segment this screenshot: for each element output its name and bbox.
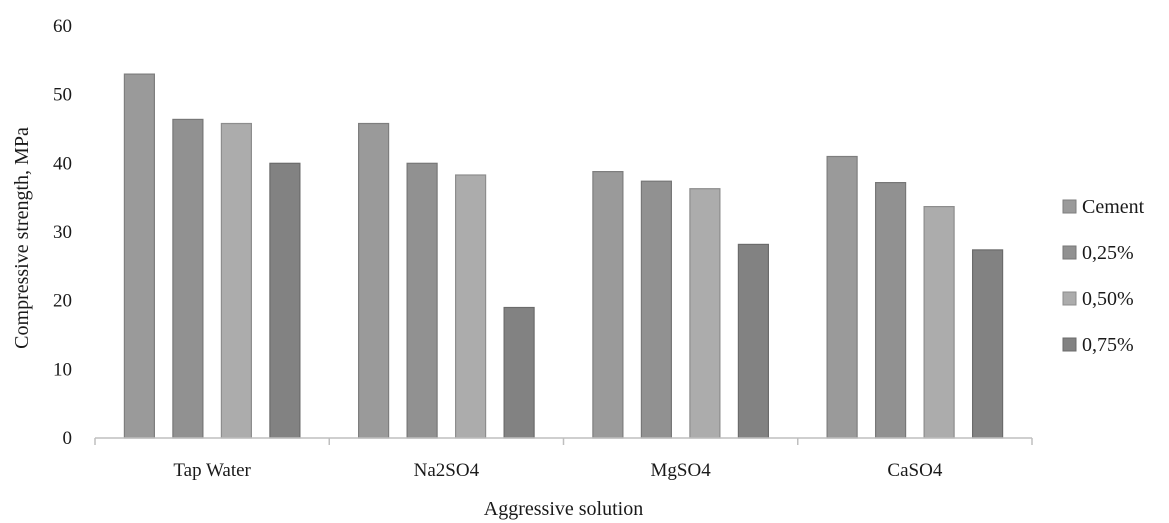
legend-label: 0,50%	[1082, 288, 1134, 310]
y-tick-label: 30	[53, 222, 72, 243]
x-tick-label: Na2SO4	[414, 460, 480, 481]
legend-swatch	[1062, 199, 1077, 214]
bar	[640, 180, 673, 439]
x-axis-ticks: Tap Water Na2SO4 MgSO4 CaSO4	[94, 438, 1033, 481]
bar	[503, 306, 535, 439]
bar	[826, 155, 858, 439]
legend-swatch	[1062, 291, 1077, 306]
bar	[592, 171, 624, 439]
bar	[358, 122, 390, 439]
bar	[971, 249, 1004, 439]
legend: Cement 0,25% 0,50% 0,75%	[1062, 196, 1145, 356]
bar	[123, 73, 156, 439]
legend-label: Cement	[1082, 196, 1145, 218]
legend-label: 0,25%	[1082, 242, 1134, 264]
y-axis-ticks: 0 10 20 30 40 50 60	[53, 16, 72, 449]
x-tick-label: Tap Water	[173, 460, 251, 481]
y-tick-label: 10	[53, 359, 72, 380]
legend-label: 0,75%	[1082, 334, 1134, 356]
legend-swatch	[1062, 245, 1077, 260]
y-tick-label: 0	[63, 428, 73, 449]
y-tick-label: 20	[53, 291, 72, 312]
bar	[923, 206, 955, 439]
bar	[689, 188, 721, 439]
y-tick-label: 50	[53, 85, 72, 106]
legend-swatch	[1062, 337, 1077, 352]
bars	[123, 73, 1004, 439]
x-tick-label: CaSO4	[887, 460, 942, 481]
bar	[874, 182, 907, 439]
bar	[406, 162, 438, 439]
bar	[455, 174, 487, 439]
x-tick-label: MgSO4	[651, 460, 712, 481]
y-tick-label: 60	[53, 16, 72, 37]
bar	[737, 243, 770, 439]
bar	[220, 122, 252, 439]
y-axis-title: Compressive strength, MPa	[11, 127, 33, 349]
x-axis-title: Aggressive solution	[484, 498, 643, 520]
y-tick-label: 40	[53, 153, 72, 174]
bar	[269, 162, 301, 439]
bar	[172, 118, 204, 439]
